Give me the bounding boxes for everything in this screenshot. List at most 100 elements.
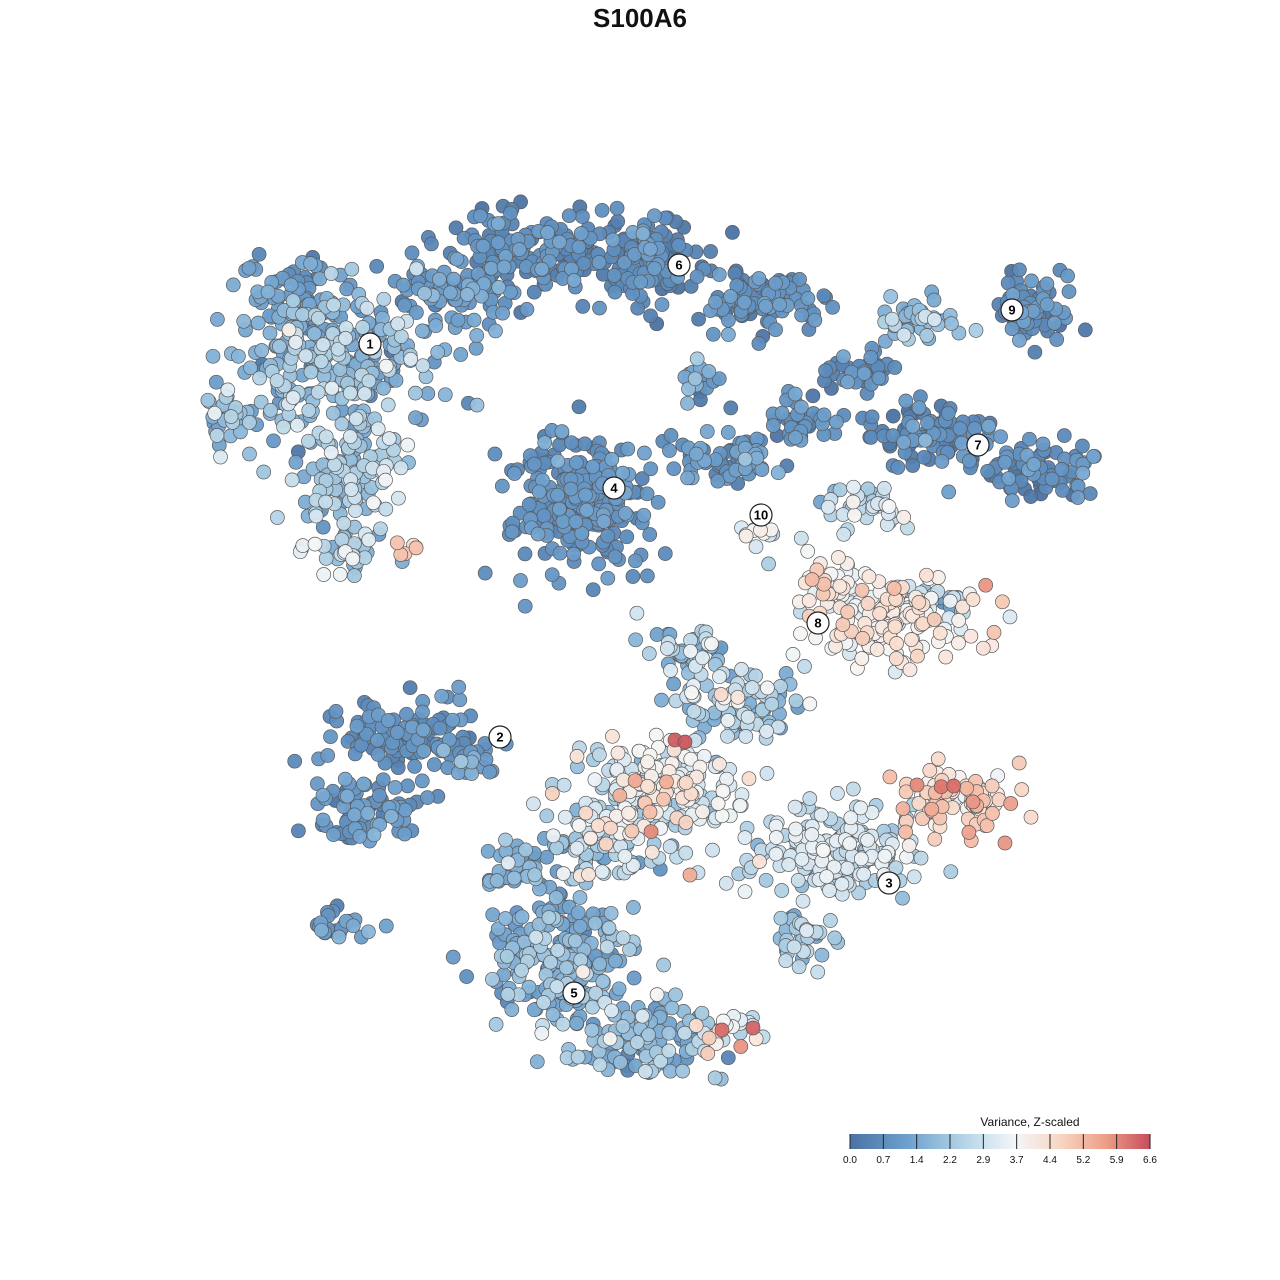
cell-point [770, 465, 786, 481]
cell-point [712, 756, 727, 772]
cell-point [884, 311, 900, 327]
cell-point [836, 349, 851, 365]
cluster-label-2: 2 [488, 725, 512, 749]
cell-point [677, 1025, 693, 1041]
cell-point [691, 311, 706, 327]
cell-point [391, 490, 406, 506]
cluster-label-text: 6 [675, 258, 682, 273]
cell-point [200, 392, 216, 408]
cell-point [366, 827, 382, 843]
cell-point [504, 1002, 520, 1017]
cluster-label-10: 10 [749, 503, 773, 527]
cluster-label-badge [562, 981, 586, 1005]
cell-point [1047, 315, 1062, 331]
cell-point [241, 260, 257, 276]
cell-point [886, 581, 902, 596]
cell-point [390, 316, 406, 332]
cell-point [637, 445, 652, 461]
cell-point [308, 508, 324, 524]
cell-point [640, 568, 655, 584]
cell-point [594, 864, 610, 880]
cell-point [583, 830, 598, 846]
cell-point [732, 798, 748, 813]
cell-point [388, 372, 404, 388]
cell-point [641, 646, 657, 661]
cell-point [295, 538, 311, 553]
cell-point [997, 835, 1013, 851]
cell-point [800, 543, 816, 559]
cell-point [730, 689, 746, 705]
cell-point [210, 312, 225, 327]
cell-point [272, 339, 287, 354]
cell-point [526, 796, 541, 812]
cell-point [370, 732, 385, 748]
cell-point [826, 859, 842, 875]
cell-point [765, 418, 781, 433]
cell-point [930, 751, 946, 767]
cell-point [688, 446, 704, 462]
cell-point [615, 930, 631, 946]
cell-point [1026, 457, 1042, 472]
cell-point [315, 519, 331, 535]
cell-point [570, 905, 586, 921]
cell-point [656, 957, 671, 973]
cluster-label-9: 9 [1000, 298, 1024, 322]
cluster-label-badge [488, 725, 512, 749]
cell-point [843, 810, 859, 826]
cell-point [225, 277, 241, 293]
cell-point [1075, 438, 1090, 454]
cell-point [490, 216, 506, 231]
cell-point [993, 429, 1008, 445]
cell-point [592, 956, 608, 972]
cell-point [839, 860, 855, 876]
cell-point [635, 1008, 650, 1024]
cell-point [917, 432, 933, 448]
cell-point [896, 434, 912, 450]
cell-point [834, 876, 850, 892]
cell-point [911, 795, 927, 811]
cell-point [1002, 609, 1018, 625]
cell-point [788, 821, 804, 837]
cell-point [802, 791, 818, 806]
cell-point [581, 867, 596, 882]
cell-point [495, 305, 510, 321]
cell-point [986, 625, 1002, 640]
cell-point [654, 297, 670, 312]
cluster-label-6: 6 [667, 253, 691, 277]
cell-point [602, 1031, 618, 1047]
cell-point [503, 205, 518, 221]
cell-point [389, 725, 405, 740]
cell-point [213, 449, 228, 465]
cell-point [598, 836, 614, 852]
cell-point [797, 659, 812, 674]
cell-point [400, 437, 416, 453]
cell-point [640, 778, 655, 794]
cell-point [290, 417, 305, 433]
cell-point [607, 549, 623, 565]
cell-point [256, 464, 272, 480]
cell-point [854, 651, 870, 666]
cell-point [604, 1003, 619, 1019]
cell-point [898, 784, 914, 800]
cluster-label-7: 7 [966, 433, 990, 457]
cell-point [804, 572, 820, 587]
cell-point [877, 333, 893, 349]
cell-point [904, 632, 919, 647]
cell-point [714, 1022, 730, 1038]
cell-point [325, 405, 341, 421]
cell-point [804, 827, 820, 842]
cell-point [733, 1039, 749, 1054]
cell-point [816, 407, 832, 423]
cluster-label-1: 1 [358, 332, 382, 356]
cell-point [569, 455, 584, 470]
cell-point [813, 807, 829, 823]
cell-point [376, 380, 391, 396]
cell-point [361, 924, 376, 940]
cell-point [507, 466, 522, 481]
cell-point [911, 595, 927, 610]
cell-point [800, 291, 816, 306]
cell-point [686, 704, 702, 719]
cell-point [788, 430, 803, 445]
cell-point [347, 568, 362, 584]
cell-point [791, 959, 807, 975]
